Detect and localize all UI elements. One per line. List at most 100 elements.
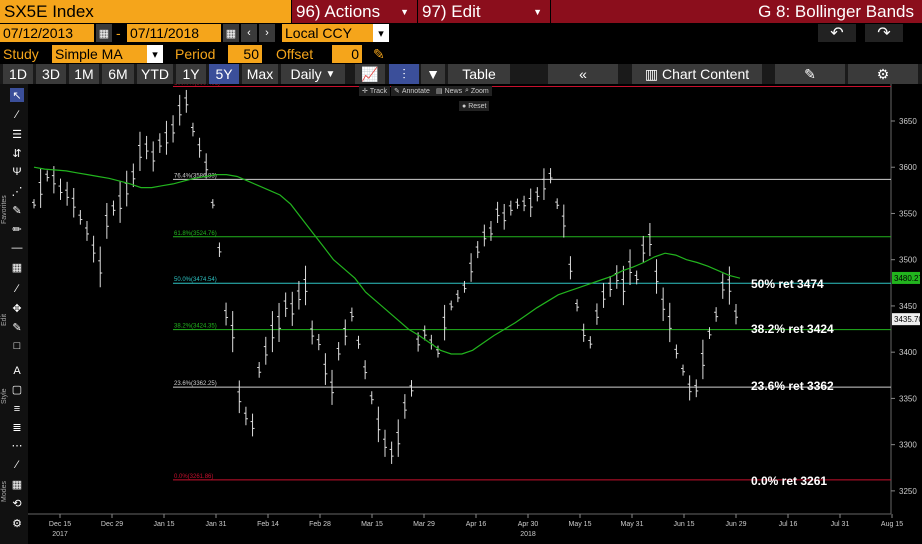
- range-3d[interactable]: 3D: [36, 64, 66, 84]
- brush-icon[interactable]: ✎: [12, 204, 22, 217]
- zoom-label: Zoom: [470, 87, 489, 95]
- chevron-down-icon[interactable]: ▾: [373, 24, 389, 42]
- square-icon[interactable]: □: [13, 340, 21, 352]
- year-label: 2018: [520, 531, 536, 538]
- range-6m[interactable]: 6M: [102, 64, 134, 84]
- range-1d[interactable]: 1D: [3, 64, 33, 84]
- study-select[interactable]: Simple MA: [52, 45, 147, 63]
- line-tool-icon[interactable]: ∕: [16, 283, 18, 295]
- next-arrow-icon[interactable]: ›: [259, 24, 275, 42]
- reset-button[interactable]: ● Reset: [459, 101, 490, 111]
- undo-icon[interactable]: ↶: [818, 24, 856, 42]
- annotation-38: 38.2% ret 3424: [751, 322, 834, 336]
- end-date-input[interactable]: 07/11/2018: [127, 24, 221, 42]
- zoom-button[interactable]: ⌕ Zoom: [462, 86, 492, 96]
- bar-chart-icon[interactable]: ⫶: [389, 64, 419, 84]
- fib-label: 0.0%(3261.86): [174, 474, 213, 480]
- period-label: Period: [175, 46, 216, 62]
- trendline-icon[interactable]: ∕: [16, 109, 18, 121]
- x-tick-label: May 31: [621, 521, 644, 528]
- range-1m[interactable]: 1M: [69, 64, 99, 84]
- reset-icon: ●: [462, 102, 469, 110]
- range-ytd[interactable]: YTD: [137, 64, 173, 84]
- pencil-icon[interactable]: ✎: [373, 45, 385, 62]
- dash-icon[interactable]: ⋯: [11, 439, 23, 452]
- start-date-input[interactable]: 07/12/2013: [0, 24, 94, 42]
- price-chart[interactable]: 3650 3600 3550 3500 3450 3400 3350 3300 3250 Dec …: [28, 84, 922, 544]
- stroke-icon[interactable]: ≡: [13, 403, 21, 415]
- frequency-value: Daily: [290, 66, 322, 82]
- news-button[interactable]: ▤ News: [433, 86, 466, 96]
- study-row: Study Simple MA ▾ Period 50 Offset 0 ✎: [0, 45, 922, 64]
- x-tick-label: Aug 15: [881, 521, 903, 528]
- fan-icon[interactable]: ⋰: [11, 185, 23, 198]
- calendar-icon[interactable]: ▦: [96, 24, 112, 42]
- move-icon[interactable]: ✥: [12, 302, 22, 315]
- edit-menu[interactable]: 97) Edit ▼: [418, 0, 550, 23]
- text-icon[interactable]: A: [13, 365, 21, 377]
- x-tick-label: Jun 29: [725, 521, 746, 528]
- track-button[interactable]: ✛ Track: [359, 86, 391, 96]
- line-style-icon[interactable]: ≣: [12, 421, 22, 434]
- pen-icon[interactable]: ✏: [12, 223, 22, 236]
- news-label: News: [444, 87, 463, 95]
- chevron-down-icon: ▼: [325, 68, 336, 80]
- line-chart-icon[interactable]: 📈: [355, 64, 385, 84]
- fib-label: 100.0%(3687.32): [174, 84, 220, 86]
- box-icon[interactable]: ▢: [11, 383, 23, 396]
- x-tick-label: Jan 31: [205, 521, 226, 528]
- x-tick-label: Jun 15: [673, 521, 694, 528]
- pitchfork-icon[interactable]: Ψ: [12, 166, 22, 178]
- hline-icon[interactable]: —: [11, 242, 23, 254]
- page-title: G 8: Bollinger Bands: [551, 0, 922, 23]
- offset-input[interactable]: 0: [332, 45, 362, 63]
- ticker-field[interactable]: SX5E Index: [0, 0, 291, 23]
- edit-chart-icon[interactable]: ✎: [775, 64, 845, 84]
- currency-select[interactable]: Local CCY: [282, 24, 373, 42]
- pencil-tool-icon[interactable]: ✎: [12, 321, 22, 334]
- y-tick-label: 3550: [899, 209, 917, 218]
- chevron-down-icon[interactable]: ▼: [421, 64, 445, 84]
- chevron-down-icon: ▼: [533, 7, 542, 17]
- x-tick-label: Dec 15: [49, 521, 71, 528]
- range-max[interactable]: Max: [242, 64, 278, 84]
- calendar-icon[interactable]: ▦: [223, 24, 239, 42]
- magnet-icon[interactable]: ⟲: [12, 497, 22, 510]
- ruler-icon[interactable]: ▦: [11, 261, 23, 274]
- mode-icon[interactable]: ▦: [11, 478, 23, 491]
- chart-content-button[interactable]: ▥ Chart Content: [632, 64, 762, 84]
- cursor-icon[interactable]: ↖: [10, 88, 24, 102]
- x-tick-label: Jan 15: [153, 521, 174, 528]
- modes-label: Modes: [1, 480, 8, 502]
- year-label: 2017: [52, 531, 68, 538]
- x-tick-label: May 15: [569, 521, 592, 528]
- gear-icon[interactable]: ⚙: [12, 517, 22, 530]
- date-row: 07/12/2013 ▦ - 07/11/2018 ▦ ‹ › Local CC…: [0, 24, 922, 43]
- gear-icon[interactable]: ⚙: [848, 64, 918, 84]
- annotate-button[interactable]: ✎ Annotate: [391, 86, 433, 96]
- ticker-text: SX5E Index: [4, 1, 94, 21]
- actions-menu[interactable]: 96) Actions ▼: [292, 0, 417, 23]
- study-label: Study: [3, 46, 39, 62]
- redo-icon[interactable]: ↷: [865, 24, 903, 42]
- prev-arrow-icon[interactable]: ‹: [241, 24, 257, 42]
- chevron-down-icon[interactable]: ▾: [147, 45, 163, 63]
- period-input[interactable]: 50: [228, 45, 262, 63]
- date-separator: -: [116, 25, 121, 41]
- level-icon[interactable]: ⇵: [12, 147, 22, 160]
- y-tick-label: 3350: [899, 394, 917, 403]
- moving-average-line: [33, 166, 741, 355]
- ruler-tool-icon[interactable]: ⁄: [16, 459, 18, 471]
- range-5y[interactable]: 5Y: [209, 64, 239, 84]
- annotate-label: Annotate: [401, 87, 430, 95]
- frequency-select[interactable]: Daily ▼: [281, 64, 345, 84]
- range-1y[interactable]: 1Y: [176, 64, 206, 84]
- offset-label: Offset: [276, 46, 314, 62]
- edit-label: Edit: [1, 313, 8, 326]
- fib-icon[interactable]: ☰: [12, 128, 22, 141]
- x-tick-label: Jul 16: [779, 521, 798, 528]
- y-tick-label: 3600: [899, 163, 917, 172]
- table-button[interactable]: Table: [448, 64, 510, 84]
- collapse-icon[interactable]: «: [548, 64, 618, 84]
- price-last-label-bg: [892, 313, 920, 326]
